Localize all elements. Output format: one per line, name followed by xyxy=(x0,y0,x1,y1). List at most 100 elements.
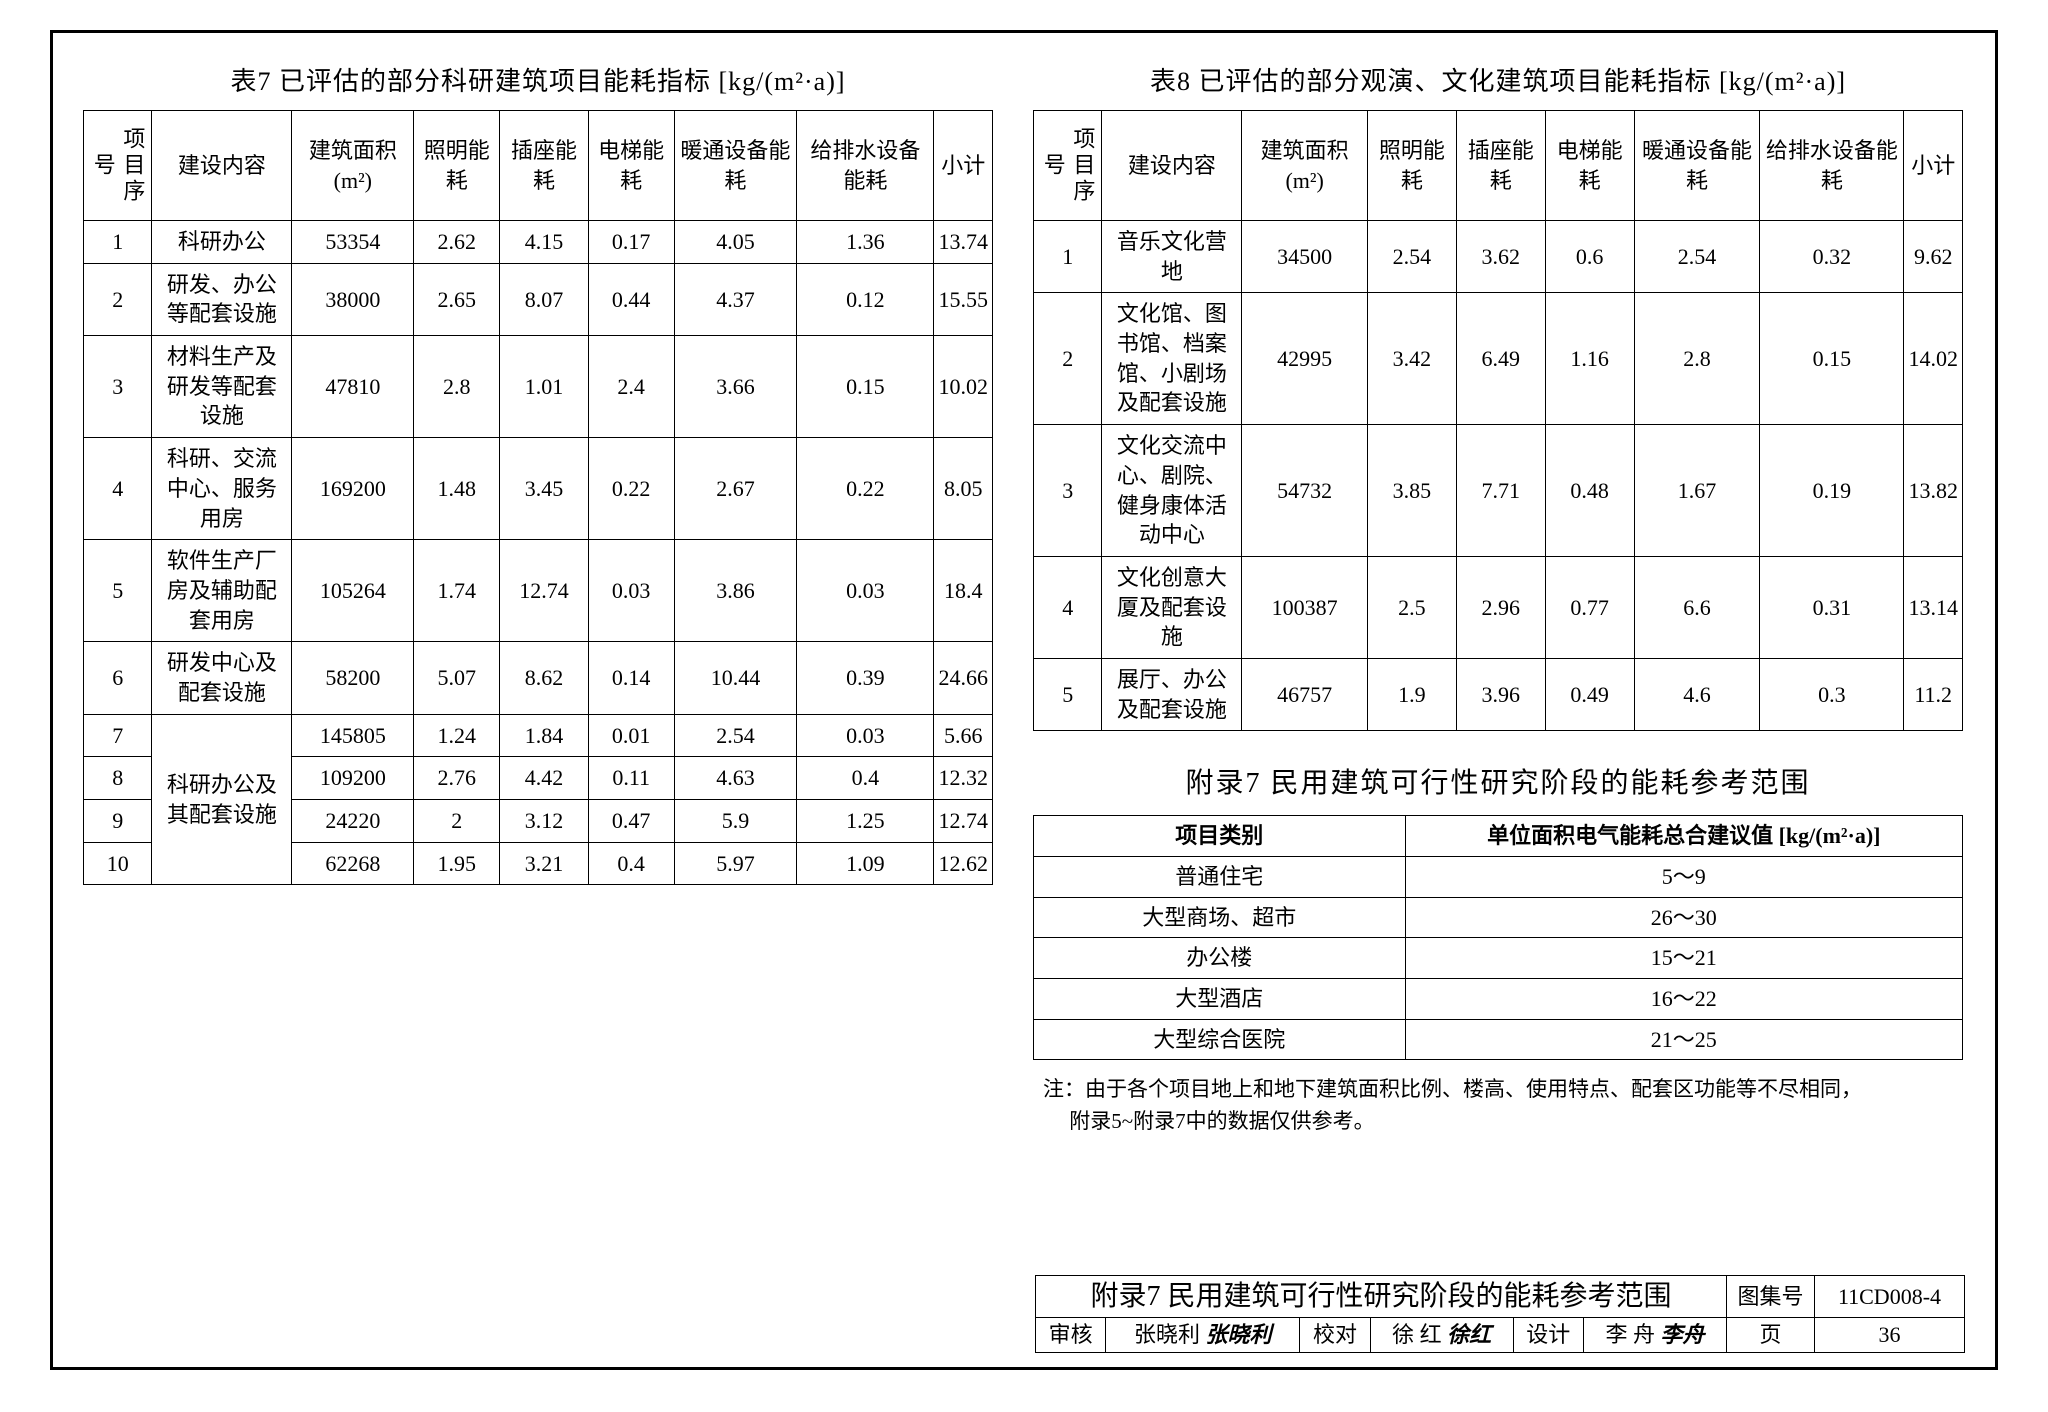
cell: 1.48 xyxy=(414,438,500,540)
cell: 2.67 xyxy=(674,438,797,540)
cell: 0.32 xyxy=(1760,221,1904,293)
cell: 4.37 xyxy=(674,263,797,335)
t7-h-idx: 项目序号 xyxy=(84,111,152,221)
cell: 2 xyxy=(414,800,500,843)
cell: 18.4 xyxy=(934,540,993,642)
cell: 13.14 xyxy=(1904,556,1963,658)
cell: 4 xyxy=(84,438,152,540)
cell: 2 xyxy=(84,263,152,335)
cell: 3.96 xyxy=(1456,658,1545,730)
cell: 1.24 xyxy=(414,714,500,757)
cell: 科研、交流中心、服务用房 xyxy=(152,438,292,540)
cell: 0.4 xyxy=(588,842,674,885)
cell: 5.66 xyxy=(934,714,993,757)
cell: 大型酒店 xyxy=(1034,979,1406,1020)
t8-h-sub: 小计 xyxy=(1904,111,1963,221)
table7: 项目序号 建设内容 建筑面积(m²) 照明能耗 插座能耗 电梯能耗 暖通设备能耗… xyxy=(83,110,993,885)
cell: 8.62 xyxy=(500,642,588,714)
cell: 0.39 xyxy=(797,642,934,714)
note-prefix: 注： xyxy=(1043,1077,1085,1101)
cell: 0.22 xyxy=(797,438,934,540)
cell: 0.6 xyxy=(1545,221,1634,293)
cell: 2.8 xyxy=(414,336,500,438)
cell: 0.12 xyxy=(797,263,934,335)
cell: 145805 xyxy=(292,714,414,757)
tb-design-name: 李 舟 李舟 xyxy=(1583,1318,1726,1353)
cell: 3.21 xyxy=(500,842,588,885)
t7-h-area-text: 建筑面积(m²) xyxy=(309,138,397,193)
table7-header-row: 项目序号 建设内容 建筑面积(m²) 照明能耗 插座能耗 电梯能耗 暖通设备能耗… xyxy=(84,111,993,221)
cell: 2 xyxy=(1034,293,1102,425)
tb-proof-name-text: 徐 红 xyxy=(1392,1322,1442,1347)
cell: 普通住宅 xyxy=(1034,857,1406,898)
cell: 13.74 xyxy=(934,221,993,264)
t7-h-hvac: 暖通设备能耗 xyxy=(674,111,797,221)
cell: 24.66 xyxy=(934,642,993,714)
cell: 2.54 xyxy=(1634,221,1760,293)
table-row: 3 文化交流中心、剧院、健身康体活动中心 54732 3.85 7.71 0.4… xyxy=(1034,425,1963,557)
cell: 1.9 xyxy=(1367,658,1456,730)
t8-h-idx: 项目序号 xyxy=(1034,111,1102,221)
cell: 2.96 xyxy=(1456,556,1545,658)
tb-row1: 附录7 民用建筑可行性研究阶段的能耗参考范围 图集号 11CD008-4 xyxy=(1036,1275,1965,1318)
table-row: 4 文化创意大厦及配套设施 100387 2.5 2.96 0.77 6.6 0… xyxy=(1034,556,1963,658)
signature-icon: 徐红 xyxy=(1447,1322,1491,1347)
signature-icon: 李舟 xyxy=(1660,1322,1704,1347)
table-row: 7 科研办公及其配套设施 145805 1.24 1.84 0.01 2.54 … xyxy=(84,714,993,757)
cell: 0.4 xyxy=(797,757,934,800)
cell: 2.54 xyxy=(674,714,797,757)
cell: 3 xyxy=(1034,425,1102,557)
t8-h-light: 照明能耗 xyxy=(1367,111,1456,221)
cell: 5～9 xyxy=(1405,857,1962,898)
cell: 2.8 xyxy=(1634,293,1760,425)
cell: 5 xyxy=(1034,658,1102,730)
cell: 0.17 xyxy=(588,221,674,264)
table-row: 大型酒店16～22 xyxy=(1034,979,1963,1020)
cell: 2.4 xyxy=(588,336,674,438)
table-row: 大型商场、超市26～30 xyxy=(1034,897,1963,938)
app-h-left: 项目类别 xyxy=(1034,816,1406,857)
tb-check-label: 审核 xyxy=(1036,1318,1106,1353)
t7-h-content: 建设内容 xyxy=(152,111,292,221)
right-column: 表8 已评估的部分观演、文化建筑项目能耗指标 [kg/(m²·a)] 项目序号 … xyxy=(1033,53,1963,1137)
cell: 46757 xyxy=(1242,658,1368,730)
cell: 8.07 xyxy=(500,263,588,335)
cell: 10.02 xyxy=(934,336,993,438)
cell: 3 xyxy=(84,336,152,438)
cell: 3.12 xyxy=(500,800,588,843)
cell: 0.31 xyxy=(1760,556,1904,658)
t8-h-content: 建设内容 xyxy=(1102,111,1242,221)
tb-proof-label: 校对 xyxy=(1300,1318,1370,1353)
table-row: 2 研发、办公等配套设施 38000 2.65 8.07 0.44 4.37 0… xyxy=(84,263,993,335)
tb-set-no: 11CD008-4 xyxy=(1815,1275,1965,1318)
cell: 11.2 xyxy=(1904,658,1963,730)
cell: 大型综合医院 xyxy=(1034,1019,1406,1060)
table8-title: 表8 已评估的部分观演、文化建筑项目能耗指标 [kg/(m²·a)] xyxy=(1033,61,1963,98)
cell: 文化馆、图书馆、档案馆、小剧场及配套设施 xyxy=(1102,293,1242,425)
t8-h-elev: 电梯能耗 xyxy=(1545,111,1634,221)
signature-icon: 张晓利 xyxy=(1206,1322,1272,1347)
cell: 1 xyxy=(84,221,152,264)
cell: 1.84 xyxy=(500,714,588,757)
cell: 54732 xyxy=(1242,425,1368,557)
table7-title: 表7 已评估的部分科研建筑项目能耗指标 [kg/(m²·a)] xyxy=(83,61,993,98)
cell: 7.71 xyxy=(1456,425,1545,557)
cell: 4.63 xyxy=(674,757,797,800)
cell: 1.25 xyxy=(797,800,934,843)
cell: 42995 xyxy=(1242,293,1368,425)
cell: 15～21 xyxy=(1405,938,1962,979)
cell: 0.03 xyxy=(797,714,934,757)
cell: 47810 xyxy=(292,336,414,438)
t7-h-area: 建筑面积(m²) xyxy=(292,111,414,221)
table-row: 1 音乐文化营地 34500 2.54 3.62 0.6 2.54 0.32 9… xyxy=(1034,221,1963,293)
cell: 0.14 xyxy=(588,642,674,714)
cell: 1.95 xyxy=(414,842,500,885)
cell: 3.42 xyxy=(1367,293,1456,425)
t7-h-elev: 电梯能耗 xyxy=(588,111,674,221)
cell: 4.42 xyxy=(500,757,588,800)
t7-h-socket: 插座能耗 xyxy=(500,111,588,221)
cell: 6.49 xyxy=(1456,293,1545,425)
cell: 7 xyxy=(84,714,152,757)
cell: 26～30 xyxy=(1405,897,1962,938)
cell: 0.3 xyxy=(1760,658,1904,730)
